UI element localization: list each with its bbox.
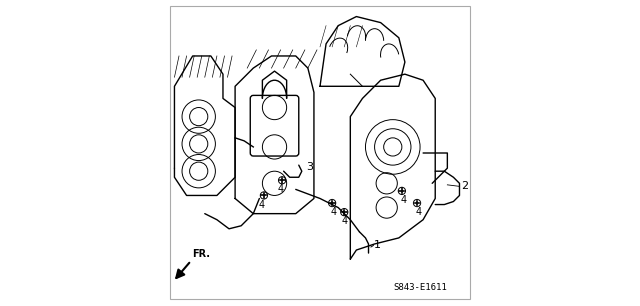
Text: 4: 4 [331, 207, 337, 217]
Text: FR.: FR. [192, 248, 210, 259]
Text: 1: 1 [374, 241, 381, 251]
Text: 4: 4 [259, 200, 265, 210]
Text: 4: 4 [278, 185, 284, 194]
Text: 3: 3 [307, 162, 314, 172]
Text: 4: 4 [401, 195, 406, 205]
Text: 4: 4 [342, 216, 348, 226]
Text: 4: 4 [415, 207, 422, 217]
Text: 2: 2 [461, 181, 468, 191]
Text: S843-E1611: S843-E1611 [393, 283, 447, 293]
